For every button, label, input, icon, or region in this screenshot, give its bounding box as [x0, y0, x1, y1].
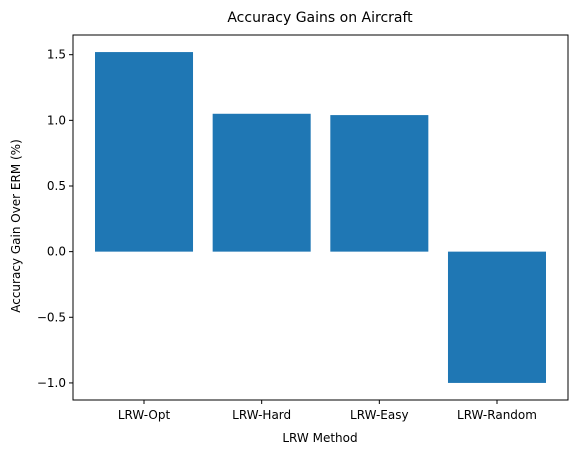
bar-lrw-opt	[95, 52, 194, 252]
bar-lrw-easy	[330, 115, 429, 252]
y-tick-label: 0.5	[47, 179, 66, 193]
x-tick-label: LRW-Opt	[118, 408, 171, 422]
chart-title: Accuracy Gains on Aircraft	[227, 10, 413, 26]
y-tick-label: 0.0	[47, 245, 66, 259]
x-tick-label: LRW-Hard	[232, 408, 291, 422]
x-axis: LRW-Opt LRW-Hard LRW-Easy LRW-Random	[118, 400, 537, 422]
y-tick-label: 1.5	[47, 48, 66, 62]
y-axis-label: Accuracy Gain Over ERM (%)	[9, 139, 23, 313]
x-axis-label: LRW Method	[282, 431, 357, 445]
y-tick-label: 1.0	[47, 113, 66, 127]
y-axis: −1.0 −0.5 0.0 0.5 1.0 1.5	[37, 48, 73, 390]
plot-frame	[72, 34, 569, 401]
bars-group	[95, 52, 546, 383]
x-tick-label: LRW-Easy	[350, 408, 409, 422]
bar-lrw-hard	[212, 113, 311, 252]
y-tick-label: −1.0	[37, 376, 66, 390]
x-tick-label: LRW-Random	[457, 408, 537, 422]
y-tick-label: −0.5	[37, 310, 66, 324]
bar-lrw-random	[447, 251, 546, 383]
